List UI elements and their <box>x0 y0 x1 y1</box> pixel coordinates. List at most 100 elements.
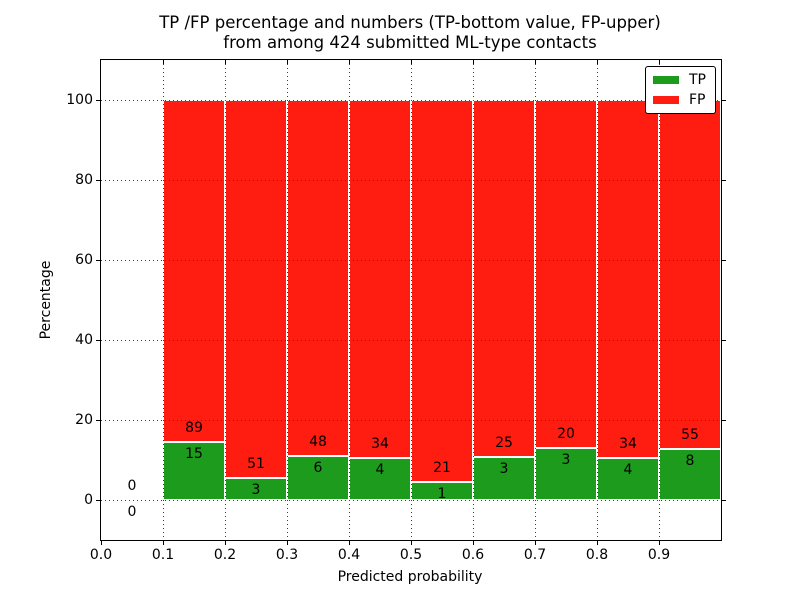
tp-bar-segment <box>597 457 659 500</box>
legend-label-fp: FP <box>689 92 706 108</box>
fp-count-label: 34 <box>371 435 389 452</box>
tp-count-label: 6 <box>313 459 323 476</box>
fp-bar-segment <box>535 100 597 448</box>
fp-bar-segment <box>411 100 473 482</box>
tp-bar-segment <box>535 447 597 500</box>
fp-bar-segment <box>225 100 287 478</box>
chart-title: TP /FP percentage and numbers (TP-bottom… <box>159 13 661 53</box>
tp-count-label: 4 <box>623 461 633 478</box>
x-tick <box>659 540 660 545</box>
x-axis-label: Predicted probability <box>337 569 483 585</box>
v-gridline <box>473 60 474 540</box>
tp-bar-segment <box>349 457 411 500</box>
y-tick-label: 20 <box>75 412 93 428</box>
v-gridline <box>411 60 412 540</box>
v-gridline <box>225 60 226 540</box>
chart-title-line1: TP /FP percentage and numbers (TP-bottom… <box>159 13 661 32</box>
fp-count-label: 34 <box>619 435 637 452</box>
y-tick-label: 60 <box>75 252 93 268</box>
x-tick-label: 0.5 <box>399 547 423 563</box>
v-gridline <box>163 60 164 540</box>
legend-item-fp: FP <box>653 93 706 107</box>
y-tick-label: 100 <box>66 92 93 108</box>
x-tick <box>535 540 536 545</box>
legend-label-tp: TP <box>689 72 706 88</box>
x-tick <box>101 540 102 545</box>
tp-count-label: 15 <box>185 446 203 463</box>
tp-count-label: 3 <box>251 481 261 498</box>
y-tick-right <box>721 340 726 341</box>
x-tick-top <box>597 60 598 64</box>
x-tick-top <box>287 60 288 64</box>
y-tick <box>96 500 101 501</box>
x-tick-top <box>473 60 474 64</box>
fp-bar-segment <box>349 100 411 458</box>
fp-count-label: 20 <box>557 425 575 442</box>
x-tick-label: 0.6 <box>461 547 485 563</box>
fp-count-label: 55 <box>681 427 699 444</box>
fp-count-label: 25 <box>495 435 513 452</box>
fp-count-label: 0 <box>127 478 137 494</box>
x-tick <box>287 540 288 545</box>
fp-bar-segment <box>597 100 659 458</box>
fp-bar-segment <box>287 100 349 456</box>
y-tick <box>96 340 101 341</box>
fp-bar-segment <box>473 100 535 458</box>
v-gridline <box>349 60 350 540</box>
x-tick <box>411 540 412 545</box>
tp-count-label: 3 <box>561 451 571 468</box>
x-tick-label: 0.1 <box>151 547 175 563</box>
x-tick-label: 0.0 <box>89 547 113 563</box>
v-gridline <box>535 60 536 540</box>
tp-count-label: 1 <box>437 485 447 502</box>
tp-bar-segment <box>659 449 721 500</box>
tp-count-label: 3 <box>499 461 509 478</box>
legend: TP FP <box>645 66 716 114</box>
v-gridline <box>659 60 660 540</box>
y-tick-label: 80 <box>75 172 93 188</box>
x-tick-top <box>535 60 536 64</box>
y-tick <box>96 100 101 101</box>
x-tick <box>473 540 474 545</box>
fp-bar-segment <box>163 100 225 443</box>
x-tick-top <box>349 60 350 64</box>
x-tick <box>597 540 598 545</box>
x-tick-top <box>163 60 164 64</box>
y-tick-right <box>721 100 726 101</box>
tp-bar-segment <box>287 455 349 500</box>
x-tick <box>225 540 226 545</box>
x-tick-label: 0.8 <box>585 547 609 563</box>
x-tick <box>349 540 350 545</box>
y-tick-right <box>721 420 726 421</box>
v-gridline <box>597 60 598 540</box>
x-tick-label: 0.3 <box>275 547 299 563</box>
fp-count-label: 48 <box>309 433 327 450</box>
y-tick <box>96 180 101 181</box>
fp-count-label: 21 <box>433 459 451 476</box>
x-tick-label: 0.4 <box>337 547 361 563</box>
tp-bar-segment <box>163 442 225 500</box>
fp-bar-segment <box>659 100 721 450</box>
y-tick-label: 0 <box>84 492 93 508</box>
tp-count-label: 0 <box>127 504 137 520</box>
tp-legend-swatch <box>653 76 679 84</box>
y-tick-right <box>721 500 726 501</box>
legend-item-tp: TP <box>653 73 706 87</box>
x-tick <box>163 540 164 545</box>
x-tick-label: 0.9 <box>647 547 671 563</box>
y-tick <box>96 420 101 421</box>
y-tick-right <box>721 260 726 261</box>
fp-count-label: 51 <box>247 455 265 472</box>
y-axis-label: Percentage <box>38 260 54 340</box>
y-tick <box>96 260 101 261</box>
x-tick-top <box>225 60 226 64</box>
x-tick-label: 0.2 <box>213 547 237 563</box>
x-tick-top <box>659 60 660 64</box>
tp-count-label: 4 <box>375 461 385 478</box>
fp-legend-swatch <box>653 96 679 104</box>
x-tick-top <box>411 60 412 64</box>
fp-count-label: 89 <box>185 420 203 437</box>
plot-area: TP FP 0.0 0.1 0.2 0.3 0.4 0.5 0.6 0.7 0.8 0.9 0 20 4… <box>66 59 726 563</box>
y-tick-label: 40 <box>75 332 93 348</box>
